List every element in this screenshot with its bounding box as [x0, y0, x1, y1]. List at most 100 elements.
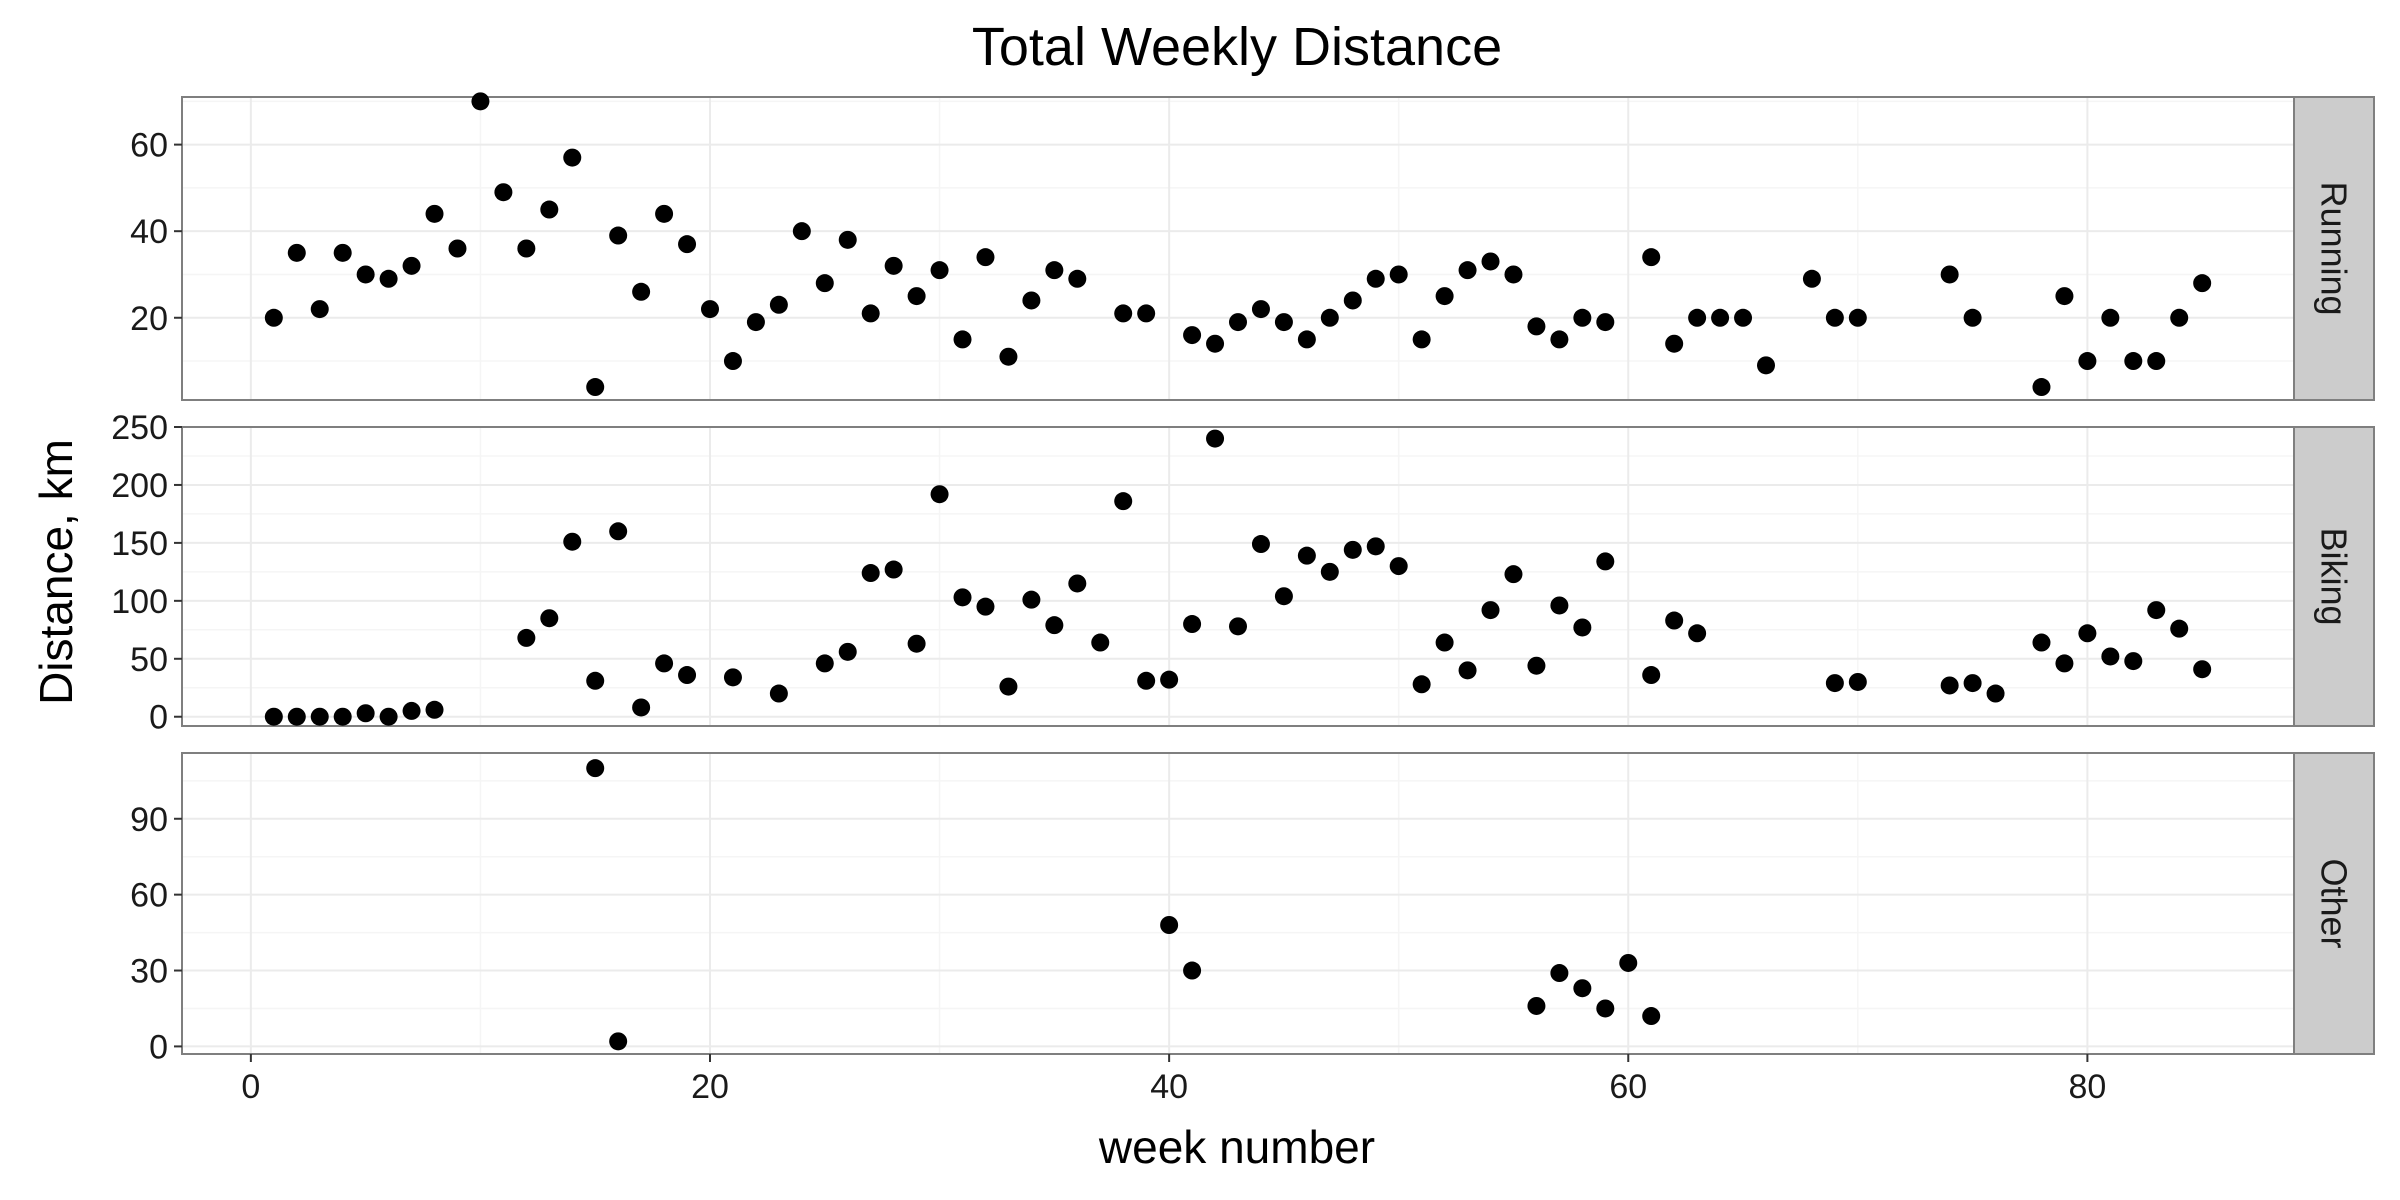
data-point [517, 239, 536, 258]
data-point [264, 707, 283, 726]
data-point [379, 269, 398, 288]
data-point [425, 700, 444, 719]
data-point [838, 230, 857, 249]
data-point [1320, 562, 1339, 581]
data-point [1251, 535, 1270, 554]
data-point [1527, 996, 1546, 1015]
data-point [1366, 269, 1385, 288]
data-point [2101, 647, 2120, 666]
x-tick-label: 60 [1609, 1068, 1647, 1106]
data-point [1183, 615, 1202, 634]
data-point [517, 628, 536, 647]
data-point [678, 235, 697, 254]
data-point [655, 204, 674, 223]
data-point [1389, 557, 1408, 576]
data-point [1160, 916, 1179, 934]
data-point [1481, 252, 1500, 271]
data-point [1527, 656, 1546, 675]
x-tick-label: 0 [241, 1068, 260, 1106]
data-point [1274, 313, 1293, 332]
data-point [2032, 633, 2051, 652]
y-tick-label: 90 [130, 801, 168, 839]
data-point [976, 248, 995, 267]
data-point [1022, 590, 1041, 609]
data-point [1825, 308, 1844, 327]
data-point [2193, 274, 2212, 293]
data-point [1435, 633, 1454, 652]
data-point [2055, 654, 2074, 673]
data-point [1504, 265, 1523, 284]
data-point [769, 295, 788, 314]
facet-strip-label: Biking [2314, 527, 2355, 625]
data-point [1940, 265, 1959, 284]
facet-strip-label: Running [2314, 181, 2355, 315]
y-tick-label: 60 [130, 877, 168, 915]
data-point [609, 1032, 628, 1051]
data-point [861, 564, 880, 583]
facet-other: 0 30 60 90 Other [130, 752, 2375, 1066]
data-point [1274, 587, 1293, 606]
data-point [678, 666, 697, 685]
data-point [356, 265, 375, 284]
data-point [1596, 552, 1615, 571]
data-point [930, 485, 949, 504]
data-point [333, 707, 352, 726]
data-point [1550, 330, 1569, 349]
data-point [701, 300, 719, 319]
data-point [907, 287, 926, 306]
data-point [1412, 675, 1431, 694]
data-point [1320, 308, 1339, 327]
data-point [1091, 633, 1110, 652]
data-point [2170, 619, 2189, 638]
data-point [953, 588, 972, 607]
y-tick-label: 0 [149, 1028, 168, 1066]
data-point [1412, 330, 1431, 349]
panel-running-background [181, 96, 2295, 401]
panel-biking-background [181, 426, 2295, 727]
data-point [563, 532, 582, 551]
y-tick-label: 0 [149, 699, 168, 737]
data-point [402, 256, 421, 275]
data-point [1986, 684, 2005, 703]
data-point [1963, 308, 1982, 327]
facet-strip-label: Other [2314, 858, 2355, 948]
data-point [1114, 304, 1133, 323]
data-point [494, 183, 513, 202]
data-point [838, 642, 857, 661]
data-point [1573, 308, 1592, 327]
data-point [333, 243, 352, 262]
y-tick-label: 20 [130, 300, 168, 338]
data-point [563, 148, 582, 167]
data-point [1229, 313, 1247, 332]
data-point [586, 378, 605, 397]
data-point [907, 634, 926, 653]
data-point [1642, 666, 1661, 685]
data-point [1458, 661, 1477, 680]
data-point [861, 304, 880, 323]
data-point [1045, 261, 1064, 280]
data-point [310, 707, 329, 726]
data-point [792, 222, 811, 241]
data-point [723, 352, 742, 371]
data-point [632, 698, 651, 717]
data-point [1848, 308, 1867, 327]
x-tick-label: 80 [2068, 1068, 2106, 1106]
y-tick-label: 30 [130, 953, 168, 991]
data-point [1114, 492, 1133, 511]
data-point [1183, 961, 1202, 980]
data-point [1665, 334, 1684, 353]
data-point [540, 609, 559, 628]
data-point [1366, 537, 1385, 556]
data-point [1297, 330, 1316, 349]
data-point [586, 671, 605, 690]
data-point [1504, 565, 1523, 584]
data-point [1825, 674, 1844, 693]
data-point [1642, 1007, 1661, 1026]
data-point [999, 677, 1018, 696]
data-point [723, 668, 742, 687]
y-tick-label: 40 [130, 213, 168, 251]
data-point [609, 226, 628, 245]
data-point [1802, 269, 1821, 288]
data-point [1619, 953, 1638, 972]
